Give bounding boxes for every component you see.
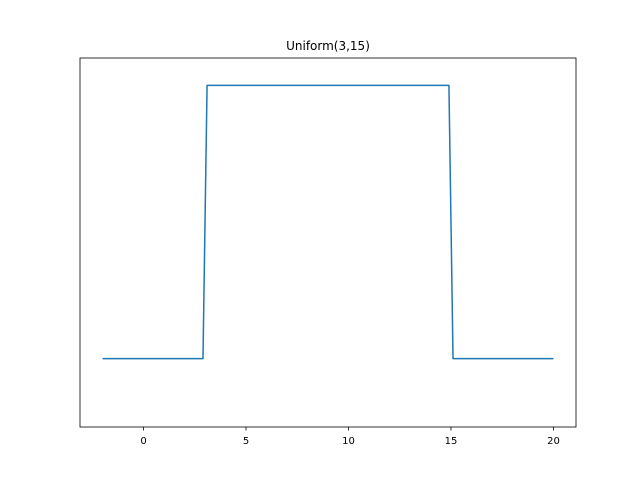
x-tick-label: 10	[342, 436, 355, 447]
axes-frame	[79, 57, 577, 428]
x-tick-label: 20	[547, 436, 560, 447]
x-axis-ticks: 0 5 10 15 20	[140, 427, 560, 447]
chart-title: Uniform(3,15)	[286, 39, 370, 53]
series-layer	[102, 84, 554, 360]
x-tick-label: 5	[243, 436, 249, 447]
series-line	[102, 84, 554, 360]
x-tick-label: 0	[140, 436, 146, 447]
x-tick-label: 15	[445, 436, 458, 447]
